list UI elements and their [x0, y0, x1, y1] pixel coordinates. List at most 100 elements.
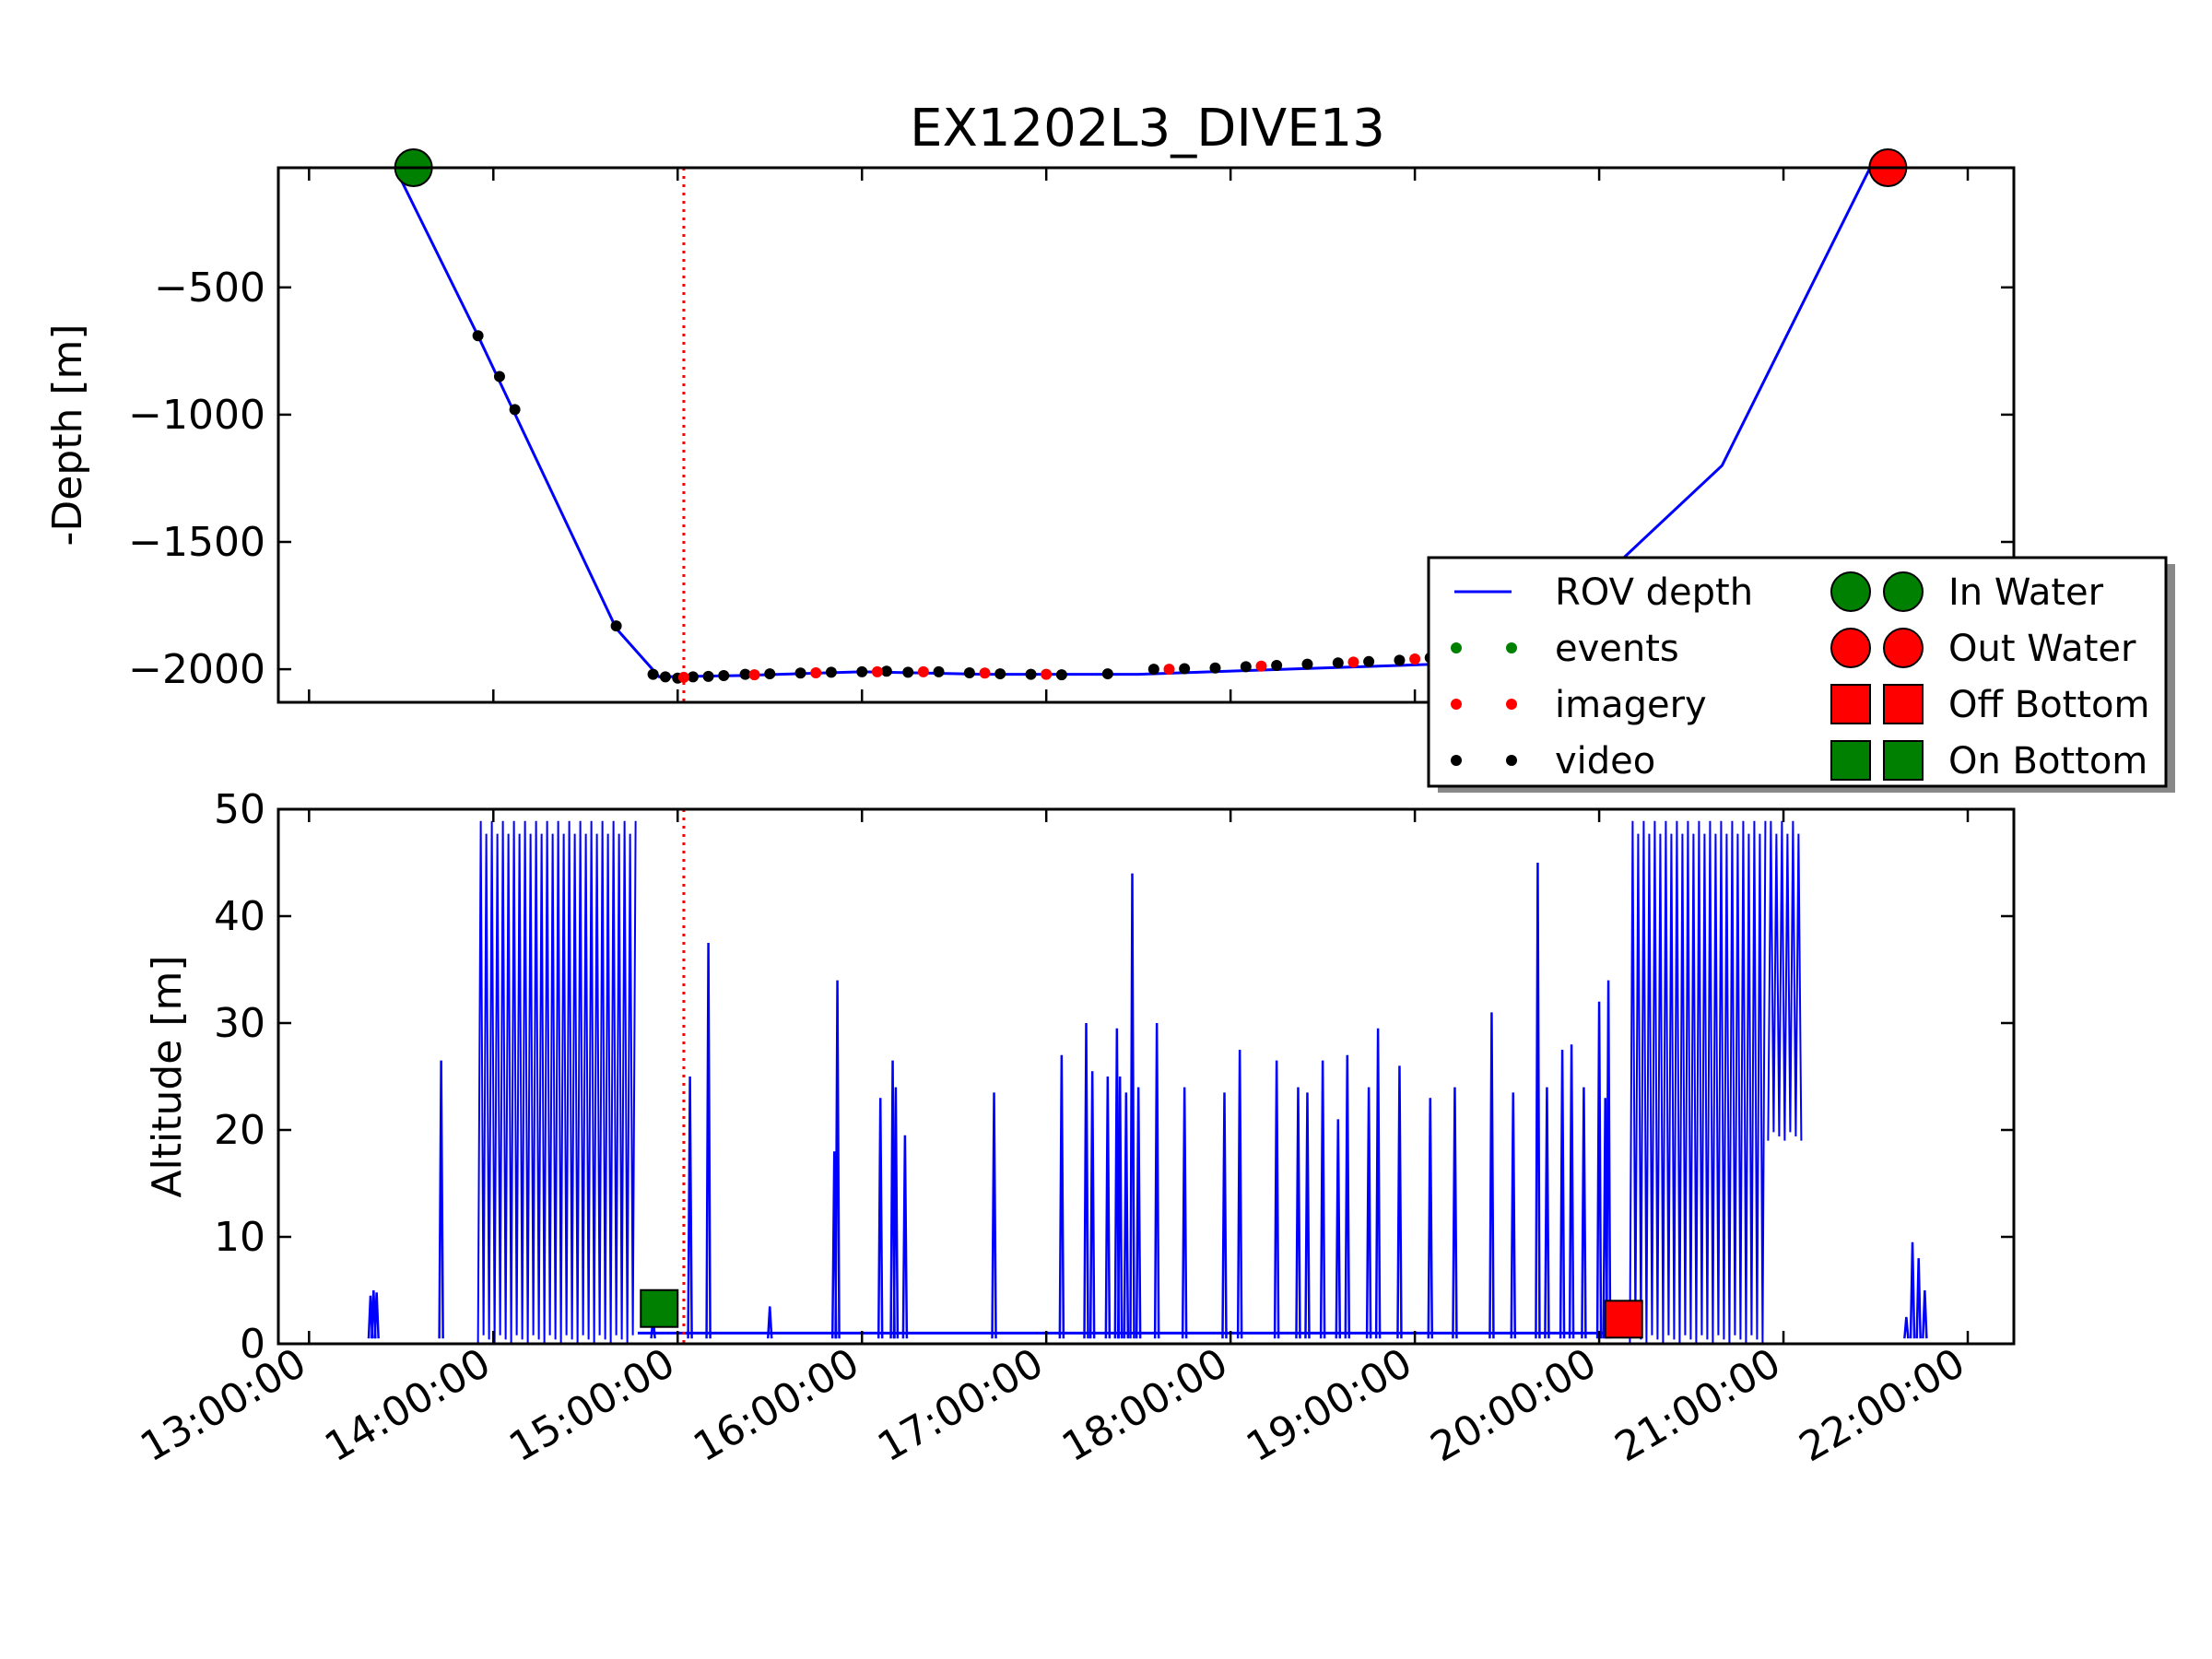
altitude-xtick-label: 13:00:00 [133, 1339, 314, 1471]
altitude-spike [1922, 1289, 1928, 1339]
video-point [1363, 655, 1375, 667]
imagery-point [1409, 653, 1421, 665]
altitude-spike [1123, 1092, 1130, 1339]
video-point [1394, 654, 1406, 666]
depth-ytick-label: −2000 [128, 646, 265, 693]
altitude-spike [1909, 1241, 1916, 1339]
altitude-spike [1088, 1071, 1096, 1339]
video-point [610, 620, 622, 632]
altitude-spike [1129, 873, 1135, 1339]
altitude-dense-band-1 [477, 820, 637, 1345]
altitude-spike [1181, 1087, 1188, 1339]
legend-dot-swatch [1506, 699, 1517, 710]
depth-ytick-label: −1500 [128, 519, 265, 566]
altitude-spike [1374, 1028, 1382, 1339]
legend-label: ROV depth [1555, 571, 1753, 614]
video-point [472, 330, 484, 342]
altitude-spike [1510, 1092, 1517, 1339]
imagery-point [979, 667, 991, 679]
altitude-ytick-label: 50 [214, 786, 265, 833]
off-bottom-marker [1604, 1300, 1643, 1339]
video-point [880, 665, 892, 677]
video-point [687, 671, 699, 683]
legend-square-swatch [1830, 684, 1871, 724]
altitude-spike [1116, 1076, 1124, 1339]
video-point [718, 670, 730, 681]
altitude-ytick-label: 10 [214, 1214, 265, 1261]
legend-label: Off Bottom [1948, 684, 2149, 726]
depth-ytick-label: −500 [154, 265, 265, 312]
altitude-dense-band-2 [1629, 820, 1767, 1345]
altitude-xtick-label: 16:00:00 [686, 1339, 867, 1471]
altitude-spike [766, 1306, 773, 1339]
altitude-xtick-label: 15:00:00 [501, 1339, 683, 1471]
depth-ytick-label: −1000 [128, 392, 265, 439]
altitude-spike [1903, 1316, 1910, 1339]
legend-dot-swatch [1451, 642, 1462, 653]
altitude-spike [1365, 1087, 1372, 1339]
altitude-spike [705, 942, 712, 1339]
altitude-spike [1568, 1044, 1575, 1339]
altitude-axes-frame [276, 807, 2016, 1346]
altitude-spike [1488, 1012, 1495, 1339]
imagery-point [917, 665, 929, 677]
video-point [1271, 659, 1283, 671]
altitude-xtick-label: 20:00:00 [1423, 1339, 1605, 1471]
altitude-spike [1335, 1119, 1342, 1339]
altitude-spike [877, 1098, 884, 1339]
altitude-spike [901, 1135, 909, 1339]
altitude-spike [1396, 1065, 1403, 1339]
altitude-spike [1304, 1092, 1311, 1339]
altitude-spike [1535, 862, 1541, 1339]
altitude-spike [1595, 1001, 1603, 1339]
altitude-dense-band-3 [1767, 820, 1803, 1141]
legend-label: imagery [1555, 684, 1707, 726]
altitude-spike [438, 1060, 444, 1339]
video-point [509, 404, 521, 416]
legend-square-swatch [1883, 740, 1924, 781]
video-point [825, 666, 837, 678]
altitude-spike [1581, 1087, 1587, 1339]
altitude-spike [1559, 1049, 1566, 1339]
legend-dot-swatch [1506, 642, 1517, 653]
depth-ticks: −500 −1000 −1500 −2000 [128, 168, 2014, 702]
legend-items: ROV depth events imagery video In Water Out W… [1451, 571, 2149, 782]
imagery-point [871, 665, 883, 677]
altitude-spike [1915, 1258, 1922, 1339]
video-point [963, 666, 975, 678]
video-point [1055, 669, 1067, 681]
legend-circle-swatch [1830, 628, 1871, 668]
imagery-point [1255, 660, 1267, 672]
altitude-spike [687, 1076, 693, 1339]
legend-circle-swatch [1830, 571, 1871, 612]
video-point [647, 668, 659, 680]
imagery-point [1163, 664, 1175, 676]
altitude-spike [1135, 1087, 1142, 1339]
video-point [794, 667, 806, 679]
altitude-spike [1605, 980, 1612, 1339]
imagery-point [1347, 656, 1359, 668]
video-point [902, 666, 914, 678]
altitude-xtick-label: 18:00:00 [1054, 1339, 1236, 1471]
video-point [702, 670, 714, 682]
altitude-xtick-label: 14:00:00 [317, 1339, 499, 1471]
legend-dot-swatch [1451, 699, 1462, 710]
altitude-spike [1221, 1092, 1228, 1339]
video-point [994, 668, 1006, 680]
imagery-point [1041, 668, 1053, 680]
video-point [933, 665, 945, 677]
video-point [1240, 661, 1252, 673]
legend: ROV depth events imagery video In Water Out W… [1427, 556, 2175, 793]
depth-axes-frame [276, 166, 2016, 704]
altitude-dense-band-3-trace [1767, 820, 1803, 1141]
legend-label: video [1555, 740, 1655, 782]
altitude-ytick-label: 30 [214, 1000, 265, 1047]
altitude-xtick-label: 17:00:00 [870, 1339, 1052, 1471]
video-point [1101, 668, 1113, 680]
altitude-ytick-label: 0 [240, 1321, 265, 1368]
altitude-xtick-label: 21:00:00 [1607, 1339, 1789, 1471]
legend-label: events [1555, 628, 1679, 670]
legend-dot-swatch [1451, 755, 1462, 766]
legend-box [1427, 556, 2168, 788]
